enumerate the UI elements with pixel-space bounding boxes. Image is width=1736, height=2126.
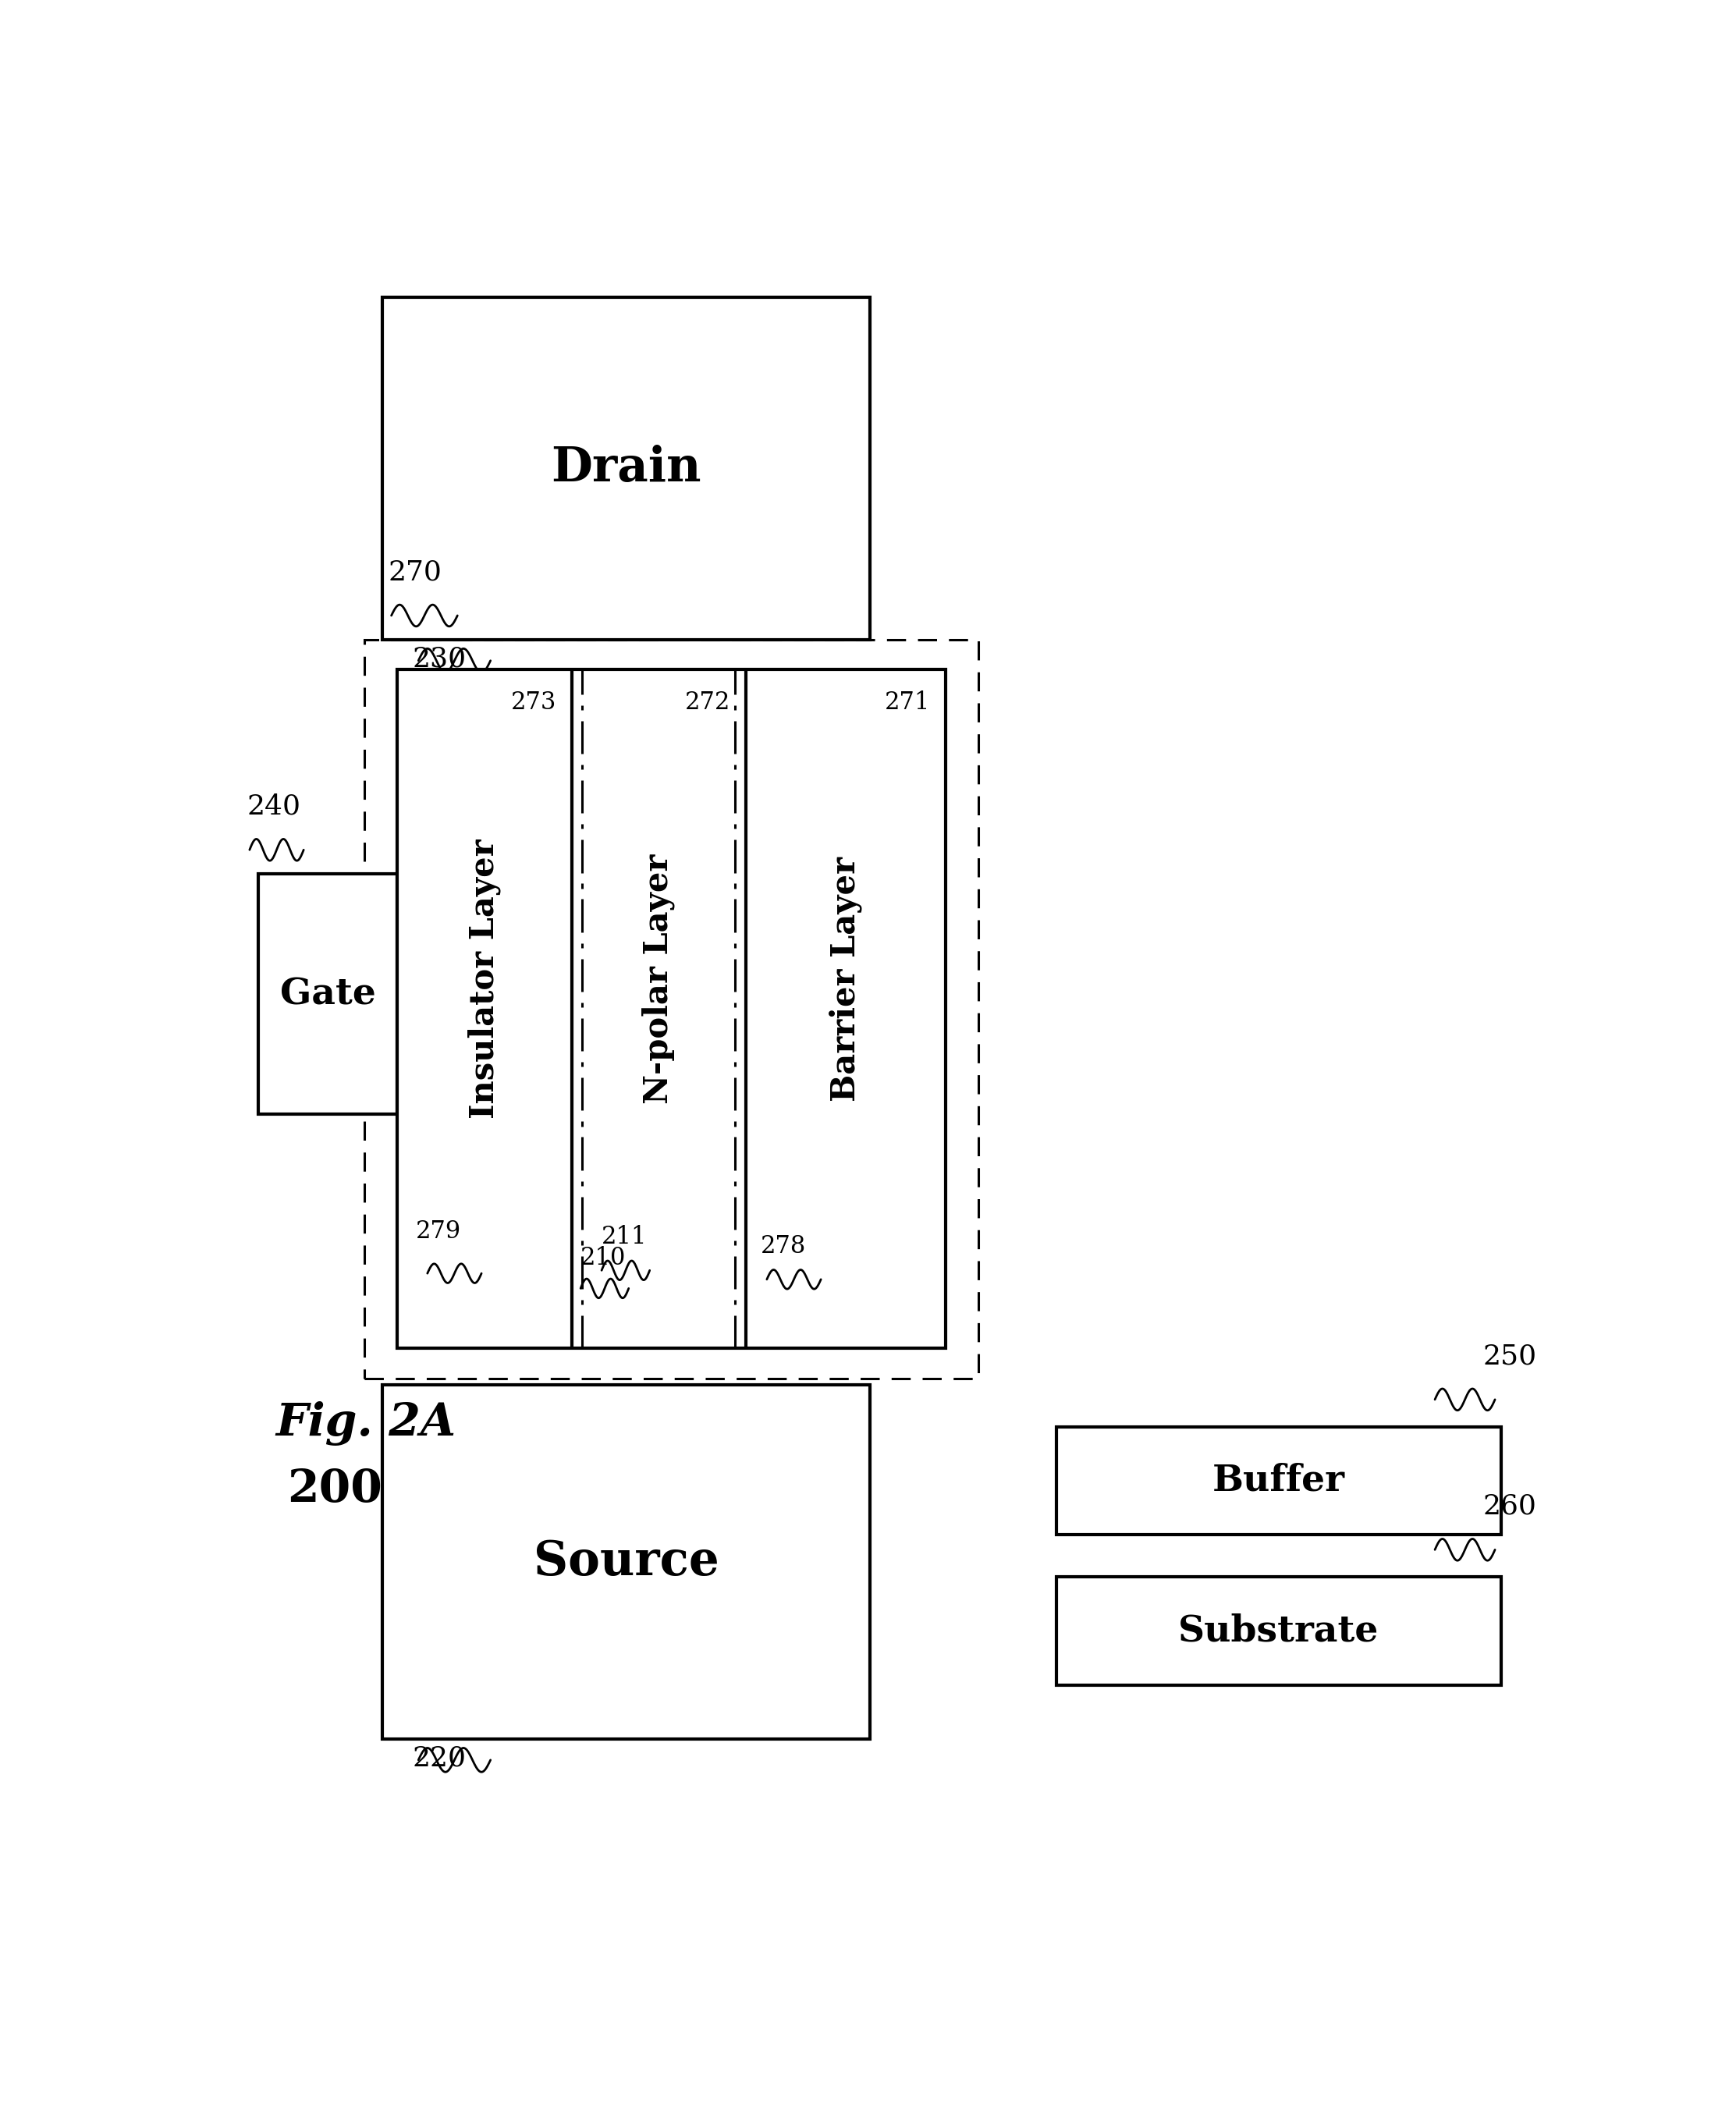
- Text: 260: 260: [1483, 1492, 1536, 1520]
- Text: 271: 271: [885, 691, 930, 714]
- Text: 273: 273: [510, 691, 557, 714]
- Bar: [1057, 1577, 1502, 1686]
- Text: 278: 278: [760, 1235, 806, 1259]
- Text: 210: 210: [580, 1246, 627, 1271]
- Text: 270: 270: [389, 559, 443, 585]
- Text: Drain: Drain: [550, 444, 701, 491]
- Text: Gate: Gate: [279, 976, 375, 1012]
- Bar: [382, 298, 870, 640]
- Text: 279: 279: [415, 1218, 460, 1244]
- Bar: [398, 670, 946, 1348]
- Text: 230: 230: [413, 646, 467, 672]
- Text: 211: 211: [602, 1225, 648, 1250]
- Text: Fig. 2A: Fig. 2A: [276, 1401, 457, 1446]
- Bar: [259, 874, 398, 1114]
- Text: Substrate: Substrate: [1179, 1614, 1378, 1650]
- Text: Source: Source: [533, 1539, 719, 1586]
- Text: 250: 250: [1483, 1344, 1536, 1369]
- Bar: [365, 640, 979, 1378]
- Text: 220: 220: [413, 1745, 467, 1771]
- Text: 240: 240: [247, 793, 300, 821]
- Text: Insulator Layer: Insulator Layer: [469, 840, 502, 1118]
- Bar: [382, 1384, 870, 1739]
- Text: Buffer: Buffer: [1212, 1463, 1345, 1499]
- Text: Barrier Layer: Barrier Layer: [830, 857, 863, 1101]
- Text: N-polar Layer: N-polar Layer: [642, 855, 675, 1103]
- Text: 200: 200: [288, 1467, 382, 1512]
- Bar: [1057, 1427, 1502, 1535]
- Text: 272: 272: [686, 691, 731, 714]
